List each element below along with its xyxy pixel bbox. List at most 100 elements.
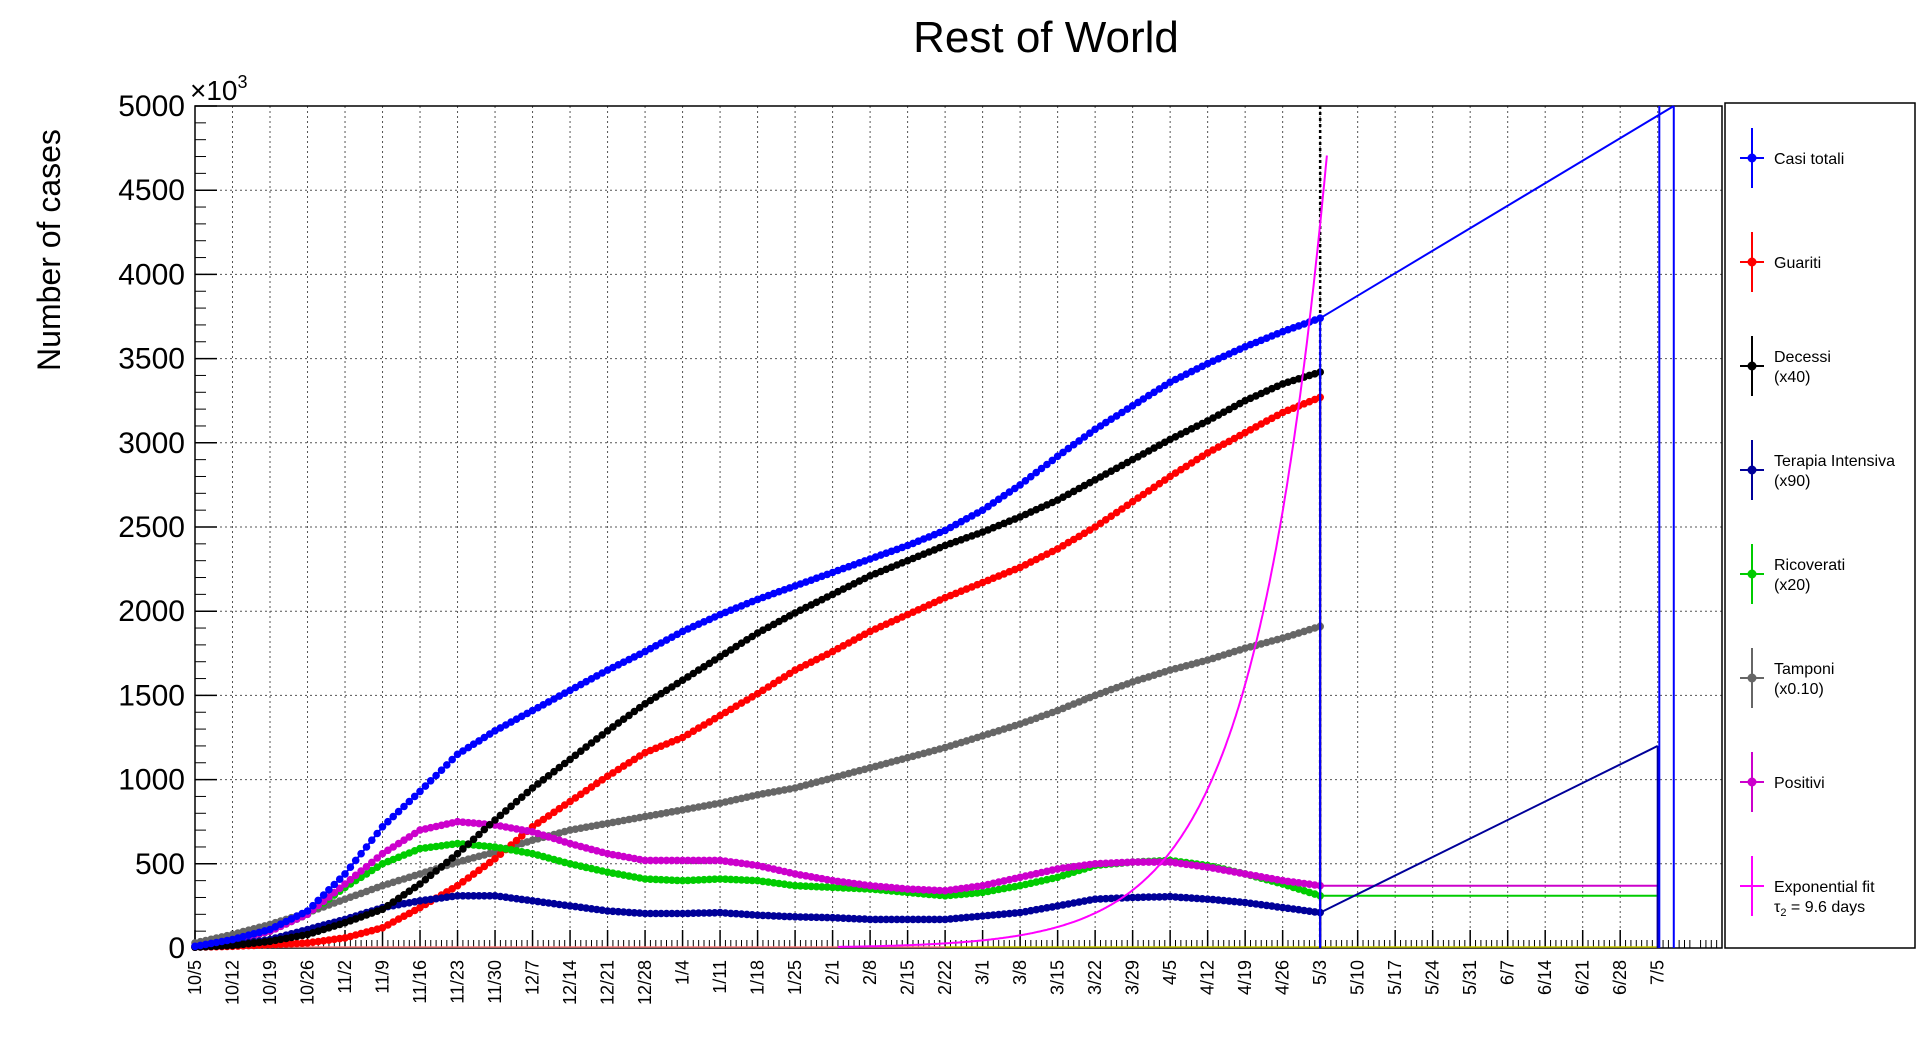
data-point (1134, 494, 1142, 502)
data-point (448, 854, 457, 862)
data-point (512, 797, 521, 806)
y-tick-label: 1500 (118, 679, 185, 712)
x-tick-label: 4/26 (1273, 960, 1293, 995)
data-point (984, 502, 992, 511)
data-point (652, 909, 660, 918)
data-point (1048, 456, 1057, 465)
data-point (389, 843, 398, 851)
data-point (759, 911, 767, 920)
data-point (914, 885, 923, 894)
data-point (443, 858, 451, 867)
data-point (534, 819, 542, 827)
x-tick-label: 5/17 (1385, 960, 1405, 995)
data-point (1027, 472, 1035, 481)
data-point (405, 797, 414, 806)
data-point (775, 912, 783, 920)
data-point (335, 884, 344, 893)
data-point (769, 912, 778, 920)
data-point (673, 856, 681, 865)
data-point (1069, 440, 1078, 449)
data-point (839, 884, 848, 892)
legend-entry: Decessi (x40) (1740, 336, 1831, 396)
data-point (512, 836, 521, 845)
data-point (1139, 858, 1148, 866)
data-point (700, 909, 708, 917)
data-point (1128, 402, 1137, 410)
x-tick-label: 5/3 (1310, 960, 1330, 985)
x-tick-label: 10/5 (185, 960, 205, 995)
data-point (925, 886, 933, 894)
data-point (844, 884, 853, 892)
data-point (1139, 395, 1148, 403)
data-point (630, 909, 639, 917)
legend-label: Positivi (1774, 775, 1825, 792)
x-tick-label: 12/28 (635, 960, 655, 1005)
x-tick-label: 6/21 (1573, 960, 1593, 995)
data-point (400, 891, 408, 899)
series-layer (191, 105, 1675, 951)
data-point (721, 649, 730, 658)
data-point (341, 870, 349, 878)
legend-label: (x90) (1774, 473, 1810, 490)
data-point (1091, 523, 1099, 531)
legend-label: Terapia Intensiva (1774, 453, 1895, 470)
data-point (1118, 858, 1126, 867)
data-point (657, 856, 665, 865)
data-point (480, 892, 489, 900)
data-point (394, 839, 403, 848)
legend-entry: Guariti (1740, 232, 1821, 292)
data-point (807, 913, 815, 921)
data-point (684, 909, 692, 918)
data-point (887, 915, 896, 924)
data-point (1155, 893, 1164, 901)
data-point (1139, 490, 1148, 499)
x-tick-label: 4/5 (1160, 960, 1180, 985)
data-point (619, 715, 628, 723)
data-point (373, 854, 382, 862)
y-tick-label: 3000 (118, 427, 185, 460)
data-point (1161, 476, 1169, 484)
data-point (443, 761, 451, 769)
data-point (785, 912, 794, 921)
data-point (1032, 468, 1040, 477)
data-point (587, 783, 596, 791)
data-point (1091, 895, 1099, 903)
data-point (1037, 464, 1046, 473)
data-point (346, 863, 355, 871)
data-point (475, 830, 483, 839)
data-point (1193, 894, 1201, 903)
x-tick-label: 6/14 (1535, 960, 1555, 995)
data-point (523, 788, 531, 797)
y-exponent-power: 3 (238, 72, 248, 92)
data-point (319, 891, 328, 899)
data-point (716, 875, 724, 883)
data-point (582, 786, 590, 795)
legend-marker (1747, 569, 1757, 579)
data-point (528, 784, 537, 792)
data-point (903, 885, 912, 893)
data-point (410, 883, 419, 892)
data-point (925, 915, 933, 924)
data-point (694, 909, 703, 917)
data-point (737, 876, 746, 884)
data-point (560, 759, 569, 768)
data-point (694, 856, 703, 865)
data-point (469, 870, 478, 878)
data-point (764, 911, 773, 920)
data-point (1096, 519, 1105, 528)
data-point (480, 862, 489, 871)
data-point (673, 679, 681, 688)
data-point (603, 727, 612, 735)
x-tick-label: 12/14 (560, 960, 580, 1005)
data-point (416, 787, 424, 796)
data-point (368, 836, 376, 844)
data-point (823, 913, 831, 922)
data-point (1161, 893, 1169, 901)
data-point (378, 823, 387, 831)
data-point (952, 891, 960, 899)
y-tick-label: 3500 (118, 343, 185, 376)
data-point (625, 711, 633, 720)
data-point (1134, 893, 1142, 902)
x-tick-label: 5/31 (1460, 960, 1480, 995)
data-point (346, 875, 355, 884)
